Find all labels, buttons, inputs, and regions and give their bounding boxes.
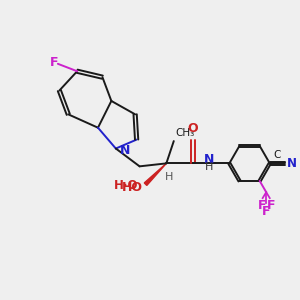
Text: N: N	[120, 143, 130, 157]
Text: N: N	[204, 153, 214, 166]
Text: H·O: H·O	[114, 179, 138, 192]
Text: CH₃: CH₃	[175, 128, 194, 137]
Text: O: O	[188, 122, 198, 135]
Text: F: F	[266, 199, 275, 212]
Text: HO: HO	[122, 181, 142, 194]
Text: F: F	[257, 199, 266, 212]
Text: F: F	[50, 56, 58, 69]
Text: H: H	[205, 162, 214, 172]
Text: H: H	[164, 172, 173, 182]
Text: F: F	[262, 205, 271, 218]
Text: C: C	[274, 149, 281, 160]
Text: N: N	[287, 157, 297, 170]
Polygon shape	[144, 164, 166, 185]
